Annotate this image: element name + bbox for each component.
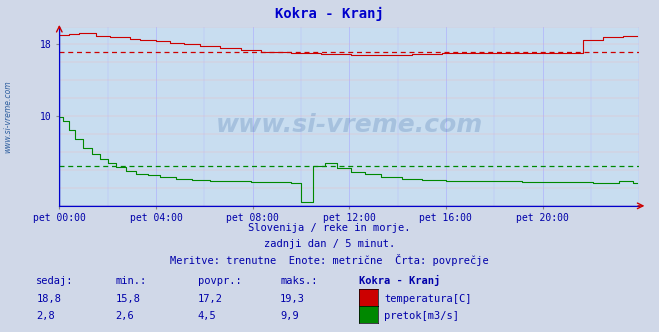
Text: 9,9: 9,9 xyxy=(280,311,299,321)
Text: 19,3: 19,3 xyxy=(280,294,305,304)
Text: www.si-vreme.com: www.si-vreme.com xyxy=(3,80,13,152)
Text: zadnji dan / 5 minut.: zadnji dan / 5 minut. xyxy=(264,239,395,249)
Text: www.si-vreme.com: www.si-vreme.com xyxy=(215,113,483,137)
Text: 2,6: 2,6 xyxy=(115,311,134,321)
Text: pretok[m3/s]: pretok[m3/s] xyxy=(384,311,459,321)
Text: 17,2: 17,2 xyxy=(198,294,223,304)
Text: Kokra - Kranj: Kokra - Kranj xyxy=(275,7,384,21)
Text: min.:: min.: xyxy=(115,276,146,286)
Text: 15,8: 15,8 xyxy=(115,294,140,304)
Text: Kokra - Kranj: Kokra - Kranj xyxy=(359,275,440,286)
Text: sedaj:: sedaj: xyxy=(36,276,74,286)
Text: maks.:: maks.: xyxy=(280,276,318,286)
Text: povpr.:: povpr.: xyxy=(198,276,241,286)
Text: Meritve: trenutne  Enote: metrične  Črta: povprečje: Meritve: trenutne Enote: metrične Črta: … xyxy=(170,254,489,266)
Text: 2,8: 2,8 xyxy=(36,311,55,321)
Text: 4,5: 4,5 xyxy=(198,311,216,321)
Text: 18,8: 18,8 xyxy=(36,294,61,304)
Text: temperatura[C]: temperatura[C] xyxy=(384,294,472,304)
Text: Slovenija / reke in morje.: Slovenija / reke in morje. xyxy=(248,223,411,233)
